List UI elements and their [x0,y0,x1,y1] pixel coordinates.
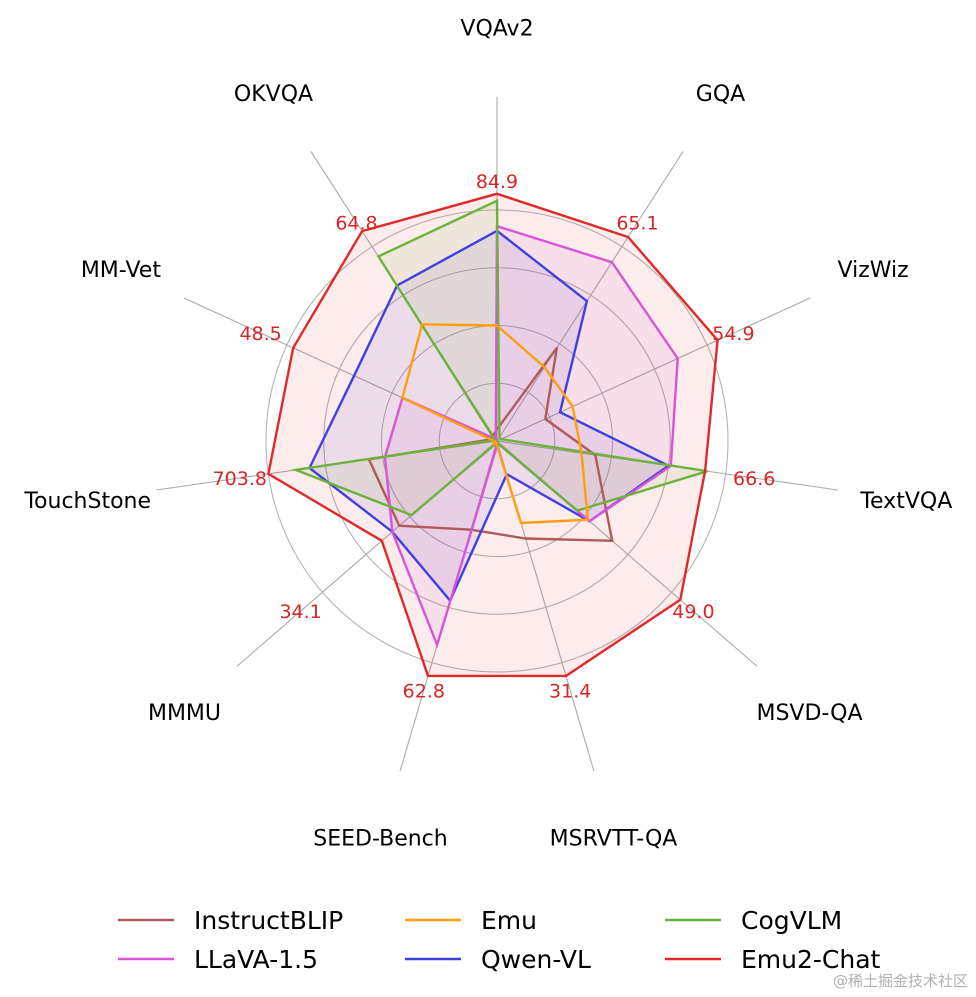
legend-label-emu2-chat: Emu2-Chat [741,945,881,974]
max-label-seed-bench: 62.8 [403,680,445,702]
max-value-labels: 84.9 65.1 54.9 66.6 49.0 31.4 62.8 34.1 703.8 48.… [213,171,776,702]
series-line-emu2-chat [267,192,719,678]
max-label-msvd-qa: 49.0 [672,601,714,623]
axis-spoke-vizwiz [496,297,811,442]
max-label-textvqa: 66.6 [733,468,775,490]
max-label-touchstone: 703.8 [213,468,267,490]
max-label-vizwiz: 54.9 [712,323,754,345]
axis-spoke-gqa [496,151,684,442]
axis-label-mm-vet: MM-Vet [81,258,161,283]
axis-label-textvqa: TextVQA [859,489,952,514]
series-fill-llava-1-5 [385,226,678,645]
legend: InstructBLIP LLaVA-1.5 Emu Qwen-VL CogVLM Emu… [118,906,881,974]
max-label-msrvtt-qa: 31.4 [549,680,591,702]
series-fill-cogvlm [295,200,708,516]
legend-label-emu: Emu [481,906,537,935]
axis-label-msrvtt-qa: MSRVTT-QA [550,827,678,852]
axis-label-gqa: GQA [696,82,745,107]
max-label-mmmu: 34.1 [279,601,321,623]
legend-label-llava-1-5: LLaVA-1.5 [194,945,318,974]
series-lines [267,192,719,678]
series-line-emu [400,323,590,525]
max-label-okvqa: 64.8 [335,212,377,234]
max-label-vqav2: 84.9 [476,171,518,193]
legend-label-cogvlm: CogVLM [741,906,842,935]
axis-label-vizwiz: VizWiz [838,258,909,283]
axis-label-vqav2: VQAv2 [460,17,533,42]
axis-label-mmmu: MMMU [148,701,221,726]
max-label-mm-vet: 48.5 [239,323,281,345]
axis-labels: VQAv2 GQA VizWiz TextVQA MSVD-QA MSRVTT-QA SEE… [23,17,952,852]
axis-label-touchstone: TouchStone [23,489,151,514]
axis-label-seed-bench: SEED-Bench [313,827,447,852]
series-fill-qwen-vl [309,230,669,601]
watermark: @稀土掘金技术社区 [833,972,968,990]
axis-label-okvqa: OKVQA [234,82,313,107]
legend-label-instructblip: InstructBLIP [194,906,343,935]
legend-label-qwen-vl: Qwen-VL [481,945,591,974]
max-label-gqa: 65.1 [616,212,658,234]
axis-label-msvd-qa: MSVD-QA [756,701,862,726]
